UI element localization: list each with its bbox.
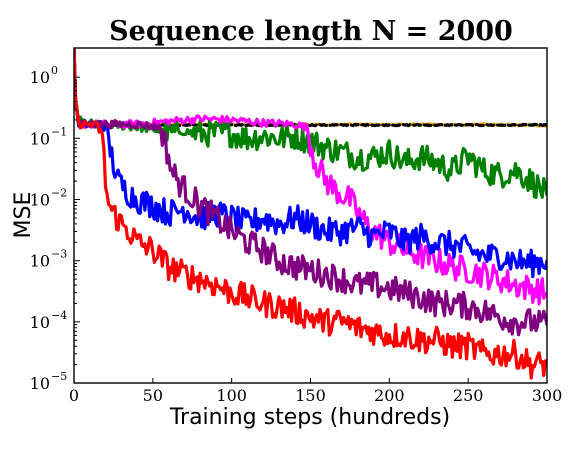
series-line-0 — [74, 48, 547, 128]
plot-area — [73, 47, 548, 384]
x-tick-label: 200 — [374, 386, 405, 405]
y-tick-exponent: −3 — [51, 248, 67, 261]
y-tick-label: 10 — [30, 313, 50, 332]
y-tick-exponent: −5 — [51, 370, 67, 383]
x-tick-label: 50 — [143, 386, 163, 405]
y-tick-label: 10 — [30, 129, 50, 148]
y-tick-exponent: −2 — [51, 187, 67, 200]
y-tick-label: 10 — [30, 68, 50, 87]
series-line-4 — [74, 48, 547, 279]
y-tick-exponent: −1 — [51, 125, 67, 138]
y-tick-label: 10 — [30, 191, 50, 210]
series-line-6 — [74, 48, 547, 380]
series-line-1 — [74, 48, 547, 128]
y-tick-exponent: −4 — [51, 309, 67, 322]
x-axis: 0 50 100 150 200 250 300 — [69, 378, 562, 405]
x-tick-label: 100 — [216, 386, 247, 405]
series-layer — [74, 48, 547, 380]
x-tick-label: 150 — [295, 386, 326, 405]
x-tick-label: 250 — [453, 386, 484, 405]
y-tick-label: 10 — [30, 374, 50, 393]
series-line-5 — [74, 48, 547, 337]
x-tick-label: 300 — [532, 386, 563, 405]
x-axis-label: Training steps (hundreds) — [169, 405, 450, 430]
y-axis-label: MSE — [11, 192, 36, 239]
chart-title: Sequence length N = 2000 — [109, 16, 513, 47]
x-tick-label: 0 — [69, 386, 79, 405]
y-tick-exponent: 0 — [51, 64, 58, 77]
y-tick-label: 10 — [30, 252, 50, 271]
